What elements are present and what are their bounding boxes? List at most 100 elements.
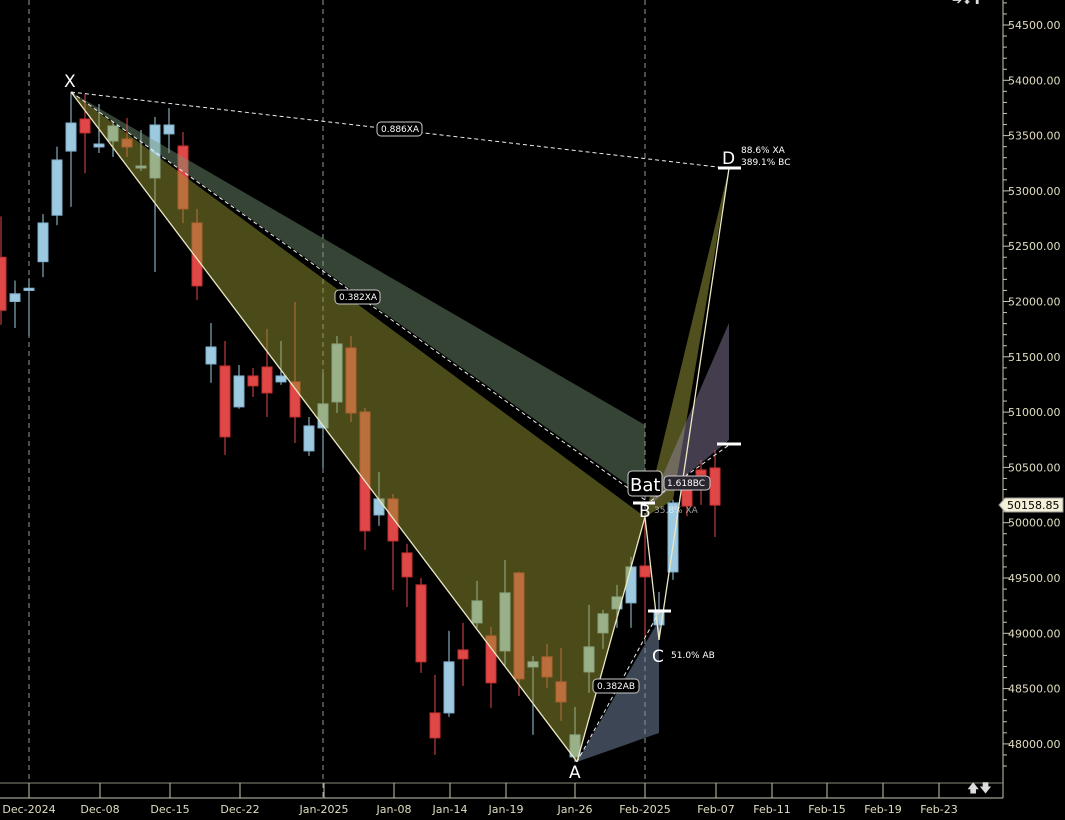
time-label: Dec-08 xyxy=(80,803,119,816)
candle-body xyxy=(681,489,693,507)
candle-body xyxy=(163,124,175,135)
xb-projection-zone xyxy=(71,92,645,498)
candle xyxy=(303,416,315,456)
candle-body xyxy=(247,375,259,387)
price-label: 51000.00 xyxy=(1008,406,1061,419)
candle-body xyxy=(667,502,679,573)
candle xyxy=(667,499,679,580)
time-label: Feb-11 xyxy=(753,803,790,816)
candle xyxy=(9,280,21,329)
candle-body xyxy=(0,256,7,311)
candle xyxy=(247,367,259,397)
svg-text:50158.85: 50158.85 xyxy=(1007,499,1060,512)
candle-body xyxy=(79,118,91,134)
candle-body xyxy=(51,159,63,216)
point-c-label: C xyxy=(652,647,664,667)
bd-ratio-tag: 1.618BC xyxy=(663,475,711,491)
leg-XA xyxy=(70,91,578,763)
candle xyxy=(709,449,721,537)
price-label: 49500.00 xyxy=(1008,572,1061,585)
d-bc-label: 389.1% BC xyxy=(741,158,790,168)
price-label: 52000.00 xyxy=(1008,296,1061,309)
candle xyxy=(163,107,175,153)
candle-body xyxy=(415,584,427,663)
time-label: Dec-2024 xyxy=(2,803,55,816)
leg-AB xyxy=(576,516,646,762)
bat-pattern[interactable] xyxy=(70,91,741,763)
price-axis[interactable]: 54500.00 54000.00 53500.00 53000.00 52500.00… xyxy=(1008,19,1061,751)
b-retracement-label: 35.8% XA xyxy=(654,506,699,516)
candle-body xyxy=(303,425,315,452)
time-label: Feb-15 xyxy=(808,803,845,816)
point-d-label: D xyxy=(722,149,735,169)
point-b-label: B xyxy=(639,502,651,522)
price-label: 48500.00 xyxy=(1008,683,1061,696)
bd-projection-zone xyxy=(650,323,729,505)
time-label: Feb-07 xyxy=(697,803,734,816)
time-label: Dec-15 xyxy=(150,803,189,816)
candle-body xyxy=(9,293,21,302)
candle xyxy=(639,519,651,637)
candle xyxy=(233,364,245,409)
svg-text:0.382XA: 0.382XA xyxy=(339,293,378,303)
price-label: 52500.00 xyxy=(1008,240,1061,253)
price-label: 54500.00 xyxy=(1008,19,1061,32)
price-label: 50500.00 xyxy=(1008,461,1061,474)
d-xa-label: 88.6% XA xyxy=(741,146,786,156)
price-label: 48000.00 xyxy=(1008,738,1061,751)
price-label: 50000.00 xyxy=(1008,517,1061,530)
time-label: Jan-26 xyxy=(557,803,593,816)
candle xyxy=(415,577,427,673)
candle-body xyxy=(37,222,49,263)
pattern-labels: X A B C D 35.8% XA 51.0% AB 88.6% XA 389… xyxy=(64,72,790,783)
time-label: Feb-19 xyxy=(864,803,901,816)
candle xyxy=(51,146,63,226)
price-label: 49000.00 xyxy=(1008,627,1061,640)
xb-ratio-tag: 0.382XA xyxy=(334,289,381,305)
time-label: Feb-2025 xyxy=(619,803,670,816)
candle-body xyxy=(709,467,721,506)
time-label: Dec-22 xyxy=(220,803,259,816)
pattern-name-tag[interactable]: Bat xyxy=(627,470,663,497)
pattern-name: Bat xyxy=(630,475,660,496)
up-down-arrows-icon[interactable]: 🡅🡇 xyxy=(967,781,992,795)
candle-body xyxy=(219,365,231,438)
time-label: Jan-08 xyxy=(376,803,412,816)
candle xyxy=(429,674,441,755)
scroll-arrows-icon[interactable]: ➔⬇⬆ xyxy=(952,0,982,7)
point-x-label: X xyxy=(64,72,76,92)
time-label: Jan-19 xyxy=(488,803,524,816)
candle-body xyxy=(205,346,217,365)
candle xyxy=(0,216,7,325)
candle xyxy=(457,622,469,686)
candle-body xyxy=(275,375,287,383)
time-axis[interactable]: Dec-2024 Dec-08 Dec-15 Dec-22 Jan-2025 Jan-08… xyxy=(2,783,958,816)
bcd-triangle xyxy=(645,168,729,517)
candle-body xyxy=(93,143,105,148)
xd-ratio-tag: 0.886XA xyxy=(376,121,423,137)
candle-body xyxy=(695,469,707,476)
ac-ratio-tag: 0.382AB xyxy=(592,678,640,694)
price-label: 54000.00 xyxy=(1008,74,1061,87)
price-label: 53000.00 xyxy=(1008,185,1061,198)
point-a-label: A xyxy=(569,763,581,783)
candle-body xyxy=(429,712,441,739)
candle-body xyxy=(233,375,245,408)
svg-text:0.886XA: 0.886XA xyxy=(381,125,420,135)
c-retracement-label: 51.0% AB xyxy=(671,651,715,661)
candle xyxy=(37,214,49,278)
xab-triangle xyxy=(71,92,645,762)
candle xyxy=(65,92,77,207)
candle-body xyxy=(639,565,651,578)
svg-text:0.382AB: 0.382AB xyxy=(597,682,635,692)
candle-body xyxy=(23,287,35,291)
time-label: Jan-2025 xyxy=(299,803,349,816)
candle-body xyxy=(443,661,455,714)
candle xyxy=(219,340,231,455)
candle xyxy=(401,543,413,607)
candle xyxy=(205,322,217,383)
leg-BC xyxy=(644,516,660,641)
candle-body xyxy=(261,366,273,394)
